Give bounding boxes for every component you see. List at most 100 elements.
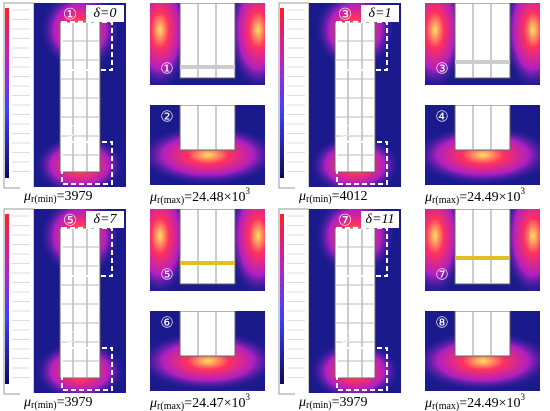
mu-value: =24.49×10 [459,396,520,411]
core [454,105,511,151]
mu-min-label: μr(min)=3979 [23,395,92,411]
mu-sub: r(max) [432,401,459,411]
mu-sub: r(min) [306,194,332,205]
field-glow [425,209,540,291]
glow [425,125,540,185]
marker: ⑧ [338,330,352,347]
colorbar [280,214,284,384]
field-glow [425,3,540,85]
field-glow [425,105,540,185]
mu-value: =3979 [332,395,368,410]
dashed-box [336,347,388,391]
label-box [295,393,401,410]
mu-symbol: μ [424,396,432,411]
mu-value: =24.47×10 [184,396,245,411]
delta-box [361,5,399,22]
delta-label: δ=1 [369,6,392,21]
mu-sub: r(max) [432,195,459,206]
glow [228,3,265,85]
mu-sub: r(min) [306,400,332,411]
mu-max-label: μr(max)=24.49×103 [424,392,526,411]
glow [150,125,265,185]
mu-max-label: μr(max)=24.49×103 [424,186,526,206]
core [179,105,236,151]
mu-symbol: μ [298,189,306,204]
mu-sub: r(max) [157,195,184,206]
marker: ① [160,61,173,77]
dashed-box [61,347,113,391]
glow [425,331,540,391]
marker: ⑤ [160,267,173,283]
core [179,209,236,285]
marker: ④ [435,109,448,125]
core [334,21,376,173]
dashed-box [61,141,113,185]
field-glow [425,311,540,391]
label-box [295,187,401,204]
delta-label: δ=11 [366,212,395,227]
dashed-box [336,141,388,185]
core [454,3,511,79]
delta-box [86,5,124,22]
mu-sub: r(max) [157,401,184,411]
glow [150,331,265,391]
marker: ⑧ [435,315,448,331]
marker: ⑤ [63,213,77,230]
delta-label: δ=7 [94,212,118,227]
mu-symbol: μ [149,190,157,205]
gap [455,256,510,260]
mu-exponent: 3 [521,392,526,402]
core [454,311,511,357]
colorbar [280,8,284,178]
marker: ② [63,124,77,141]
field-glow [150,311,265,391]
mu-value: =4012 [332,189,368,204]
gap [180,65,235,69]
mu-value: =3979 [57,189,93,204]
field-glow [150,105,265,185]
gap [455,60,510,64]
mu-exponent: 3 [521,186,526,196]
mu-sub: r(min) [31,194,57,205]
mu-symbol: μ [298,395,306,410]
mu-max-label: μr(max)=24.47×103 [149,392,251,411]
marker: ② [160,109,173,125]
marker: ⑥ [160,315,173,331]
mu-value: =3979 [57,395,93,410]
marker: ③ [338,7,352,24]
field-glow [150,3,265,85]
mu-min-label: μr(min)=3979 [298,395,367,411]
glow [503,3,540,85]
delta-box [361,211,399,228]
core [454,209,511,285]
glow [228,209,265,291]
marker: ⑦ [338,213,352,230]
mu-exponent: 3 [246,186,251,196]
field-glow [150,209,265,291]
core [59,21,101,173]
mu-value: =24.49×10 [459,190,520,205]
marker: ④ [338,124,352,141]
mu-exponent: 3 [246,392,251,402]
delta-label: δ=0 [94,6,117,21]
marker: ① [63,7,77,24]
mu-sub: r(min) [31,400,57,411]
mu-symbol: μ [23,395,31,410]
colorbar [5,8,9,178]
colorbar [5,214,9,384]
marker: ⑦ [435,267,448,283]
mu-symbol: μ [23,189,31,204]
mu-min-label: μr(min)=4012 [298,189,367,205]
marker: ③ [435,61,448,77]
glow [503,209,540,291]
core [179,311,236,357]
delta-box [86,211,124,228]
label-box [20,393,126,410]
label-box [20,187,126,204]
mu-symbol: μ [149,396,157,411]
